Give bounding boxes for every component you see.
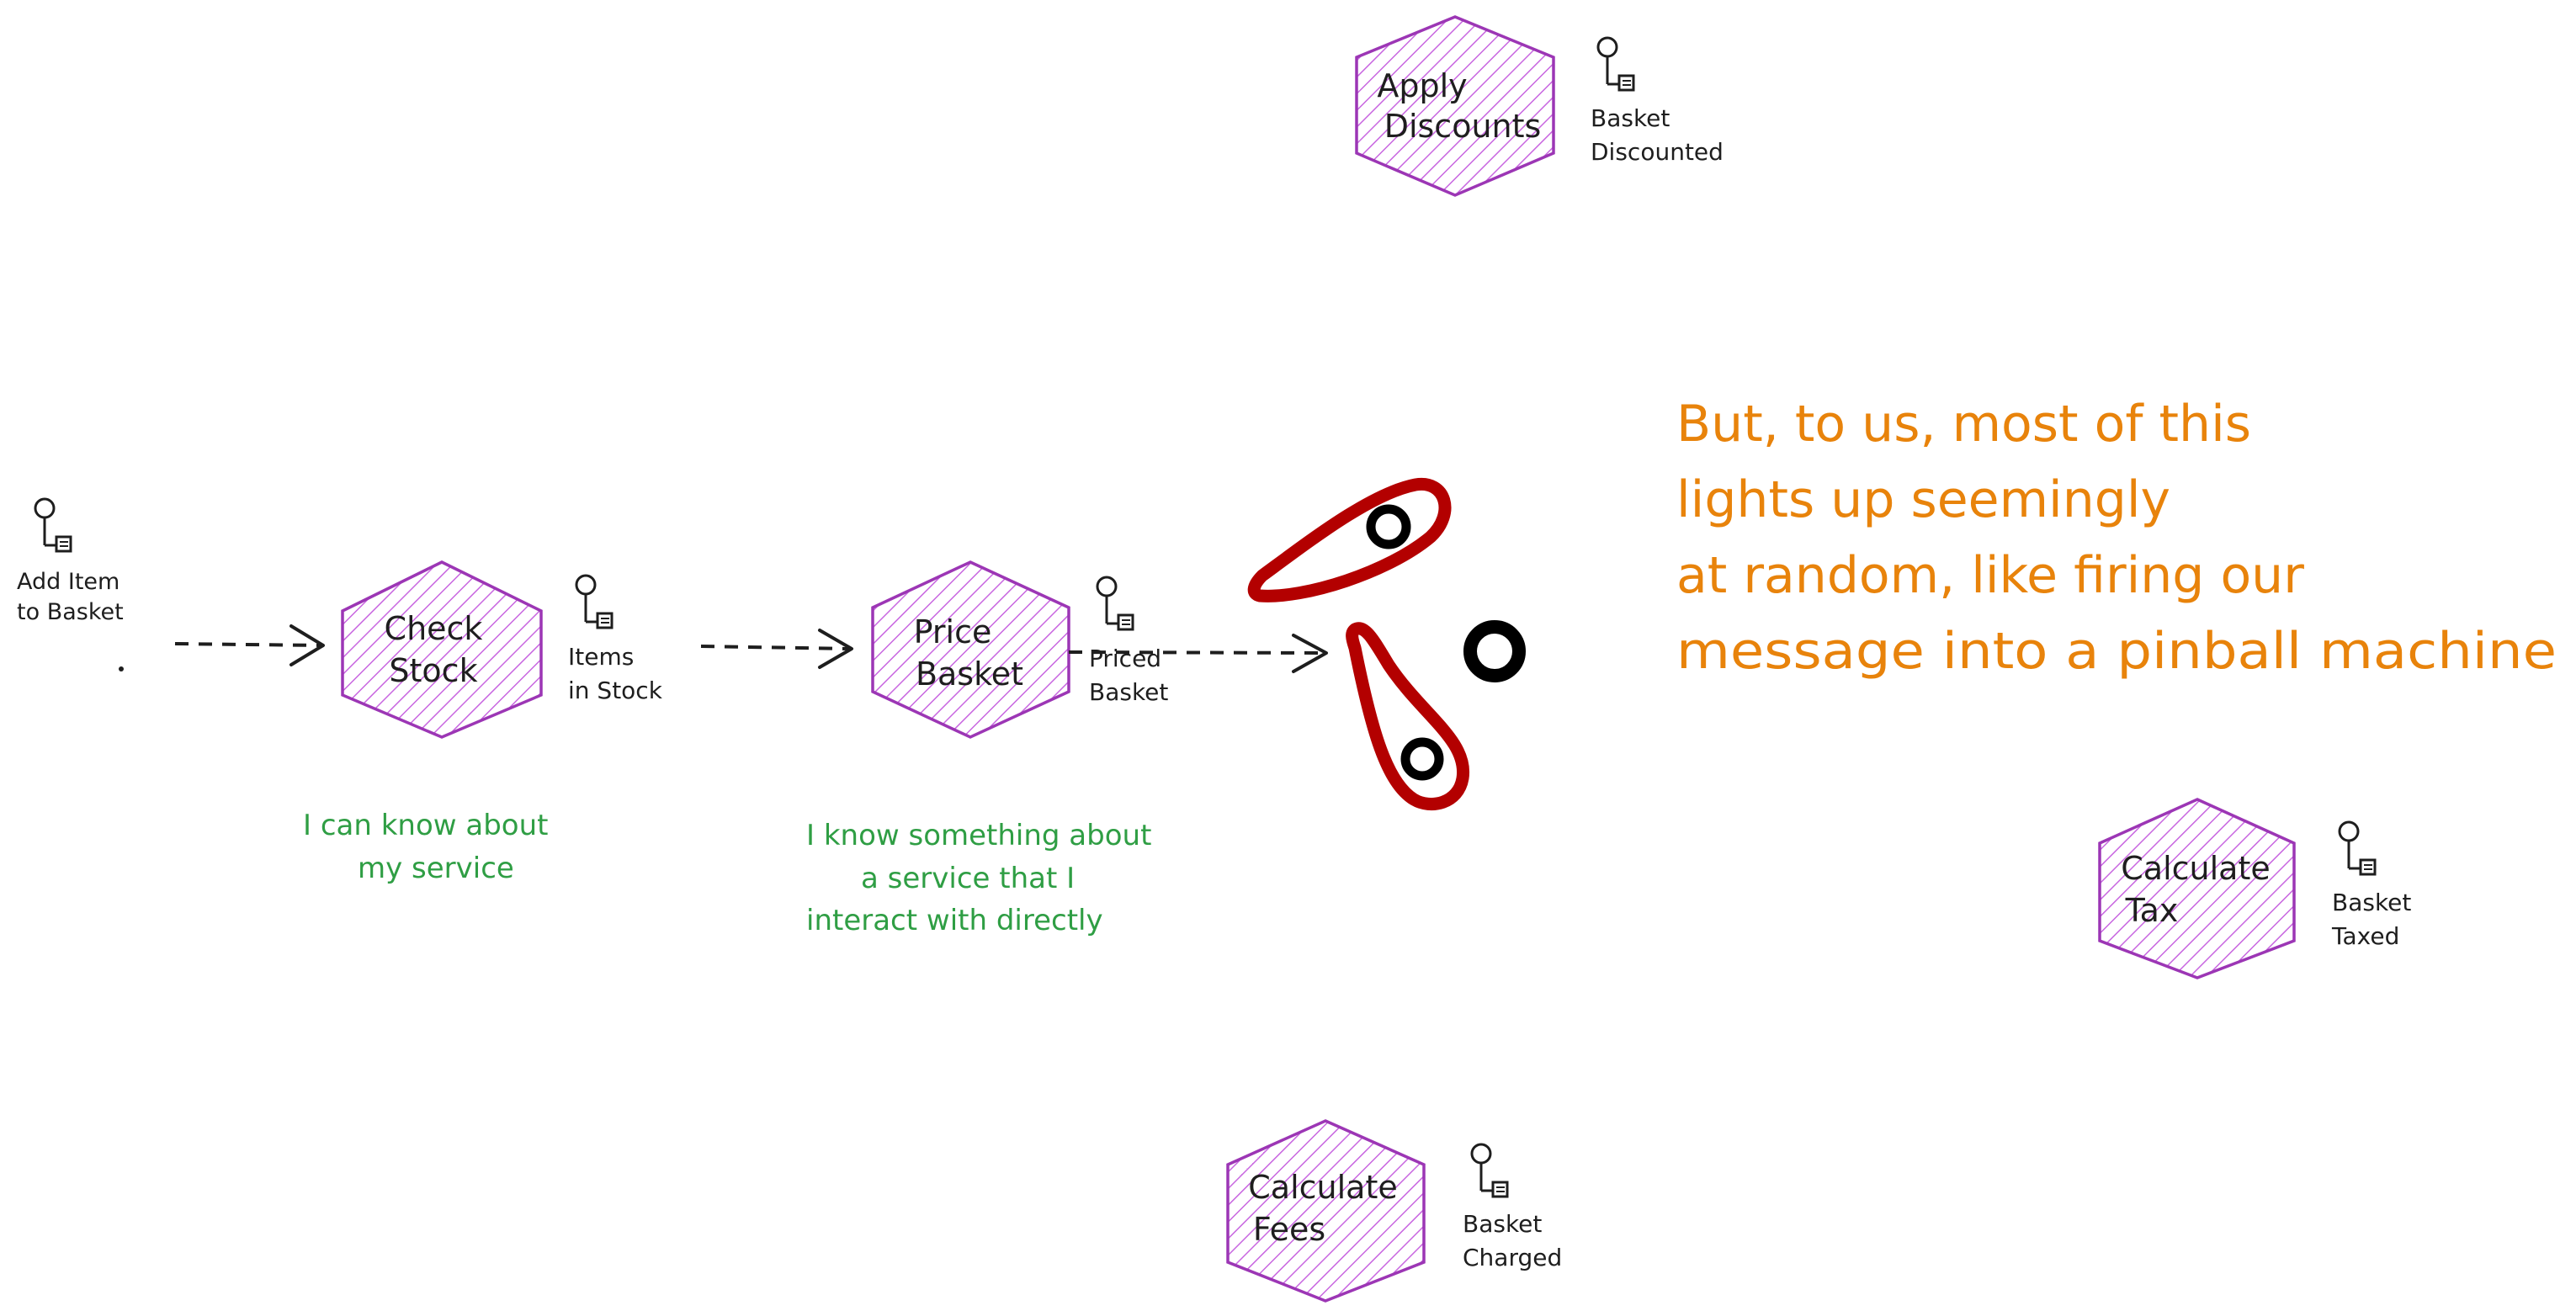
service-calculate-tax-line2: Tax <box>2125 892 2179 929</box>
event-marker-icon <box>1470 1143 1509 1198</box>
event-add-item-line2: to Basket <box>17 599 124 625</box>
pinball-flipper-icon <box>1247 477 1452 602</box>
event-marker-icon <box>34 497 72 553</box>
note-check-stock-line2: my service <box>358 852 514 885</box>
event-items-in-stock-line2: in Stock <box>568 677 663 704</box>
event-basket-discounted-line1: Basket <box>1591 104 1670 132</box>
event-marker-icon <box>1096 576 1134 631</box>
event-basket-taxed-line1: Basket <box>2332 889 2411 916</box>
note-price-basket-line1: I know something about <box>806 819 1151 852</box>
service-calculate-tax-line1: Calculate <box>2121 850 2270 887</box>
service-calculate-tax: Calculate Tax <box>2098 798 2296 979</box>
note-check-stock-line1: I can know about <box>303 809 548 842</box>
event-add-item-line1: Add Item <box>17 569 120 595</box>
service-check-stock: Check Stock <box>341 560 543 739</box>
service-check-stock-line1: Check <box>385 610 483 647</box>
event-basket-taxed-line2: Taxed <box>2331 922 2399 950</box>
service-check-stock-line2: Stock <box>389 652 477 689</box>
event-basket-discounted: Basket Discounted <box>1591 104 1724 166</box>
note-price-basket-line3: interact with directly <box>806 904 1103 937</box>
arrow-right-icon <box>289 624 325 666</box>
event-items-in-stock-line1: Items <box>568 643 634 671</box>
note-pinball-line1: But, to us, most of this <box>1676 395 2251 454</box>
note-pinball-line4: message into a pinball machine <box>1676 622 2557 681</box>
service-price-basket-line2: Basket <box>916 656 1023 693</box>
arrow-add-item-to-check-stock <box>174 624 325 666</box>
event-basket-charged: Basket Charged <box>1463 1210 1562 1271</box>
event-marker-icon <box>2338 820 2377 876</box>
service-apply-discounts: Apply Discounts <box>1355 15 1555 197</box>
service-price-basket-line1: Price <box>914 613 992 650</box>
event-priced-basket: Priced Basket <box>1089 645 1168 706</box>
arrow-items-in-stock-to-price-basket <box>700 629 853 669</box>
event-basket-discounted-line2: Discounted <box>1591 138 1724 166</box>
note-price-basket: I know something about a service that I … <box>806 819 1151 937</box>
service-price-basket: Price Basket <box>871 560 1070 739</box>
note-pinball: But, to us, most of this lights up seemi… <box>1676 395 2557 681</box>
service-calculate-fees-line2: Fees <box>1253 1211 1325 1248</box>
event-add-item-to-basket: Add Item to Basket <box>17 569 124 671</box>
event-marker-icon <box>575 574 613 629</box>
note-price-basket-line2: a service that I <box>861 862 1075 895</box>
service-apply-discounts-line2: Discounts <box>1384 108 1542 145</box>
pinball-flipper-icon <box>1346 622 1470 811</box>
note-pinball-line2: lights up seemingly <box>1676 470 2170 529</box>
arrow-right-icon <box>818 629 853 669</box>
event-basket-taxed: Basket Taxed <box>2331 889 2411 950</box>
note-check-stock: I can know about my service <box>303 809 548 885</box>
event-items-in-stock: Items in Stock <box>568 643 663 704</box>
event-priced-basket-line1: Priced <box>1089 645 1161 672</box>
event-basket-charged-line2: Charged <box>1463 1244 1562 1271</box>
event-basket-charged-line1: Basket <box>1463 1210 1542 1238</box>
service-apply-discounts-line1: Apply <box>1377 67 1467 104</box>
service-calculate-fees-line1: Calculate <box>1248 1169 1397 1206</box>
arrow-priced-basket-to-pinball <box>1068 634 1328 673</box>
arrow-right-icon <box>1292 634 1328 673</box>
service-calculate-fees: Calculate Fees <box>1226 1119 1426 1303</box>
event-priced-basket-line2: Basket <box>1089 678 1168 706</box>
event-marker-icon <box>1596 36 1635 92</box>
note-pinball-line3: at random, like firing our <box>1676 546 2304 605</box>
pinball-bumper-icon <box>1463 620 1526 682</box>
